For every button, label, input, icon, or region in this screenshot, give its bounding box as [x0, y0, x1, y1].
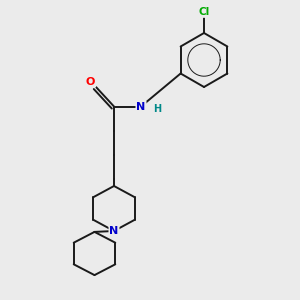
Text: H: H — [153, 104, 162, 115]
Text: N: N — [136, 101, 146, 112]
Text: N: N — [110, 226, 118, 236]
Text: Cl: Cl — [198, 7, 210, 17]
Text: O: O — [86, 76, 95, 87]
